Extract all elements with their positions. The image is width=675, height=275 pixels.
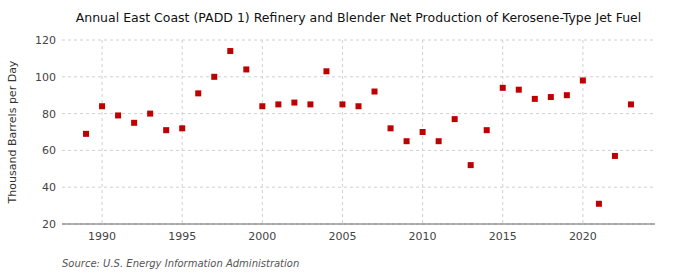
x-grid-line [262,40,263,224]
y-grid-line [62,76,655,77]
y-tick-label: 100 [35,71,56,84]
point [548,94,554,100]
x-tick-label: 1990 [88,230,116,243]
y-tick-label: 20 [42,218,56,231]
x-tick-label: 2020 [569,230,597,243]
x-tick-label: 2010 [409,230,437,243]
point [564,92,570,98]
point [83,131,89,137]
point [163,127,169,133]
y-tick-label: 60 [42,144,56,157]
point [532,96,538,102]
point [372,89,378,95]
point [612,153,618,159]
point [404,138,410,144]
axes: 20 40 60 80 100 120 1990 1995 2000 2005 2010 2015 20… [35,34,655,243]
y-grid-line [62,150,655,151]
x-tick-label: 2005 [328,230,356,243]
source-annotation: Source: U.S. Energy Information Administ… [62,258,299,269]
title: Annual East Coast (PADD 1) Refinery and … [76,10,642,25]
point [259,103,265,109]
point [516,87,522,93]
point [388,125,394,131]
x-grid-line [182,40,183,224]
y-tick-label: 120 [35,34,56,47]
y-axis-label: Thousand Barrels per Day [6,60,19,204]
point [500,85,506,91]
x-tick-label: 2000 [248,230,276,243]
y-grid-line [62,40,655,41]
point [291,100,297,106]
x-axis-line [62,224,655,225]
point [323,68,329,74]
y-grid-line [62,224,655,225]
x-grid-line [582,40,583,224]
grid [62,40,655,224]
point [307,101,313,107]
y-grid-line [62,187,655,188]
point [243,66,249,72]
point [179,125,185,131]
point [452,116,458,122]
x-grid-line [502,40,503,224]
point [131,120,137,126]
point [628,101,634,107]
point [436,138,442,144]
point [195,90,201,96]
point [227,48,233,54]
x-grid-line [342,40,343,224]
point [147,111,153,117]
chart: 20 40 60 80 100 120 1990 1995 2000 2005 2010 2015 20… [0,0,675,275]
point [580,77,586,83]
point [596,201,602,207]
point [275,101,281,107]
point [484,127,490,133]
point [468,162,474,168]
point [339,101,345,107]
y-tick-label: 80 [42,108,56,121]
point [420,129,426,135]
point [99,103,105,109]
point [211,74,217,80]
point [115,112,121,118]
points [83,48,634,207]
x-tick-label: 2015 [489,230,517,243]
x-grid-line [102,40,103,224]
x-tick-label: 1995 [168,230,196,243]
y-tick-label: 40 [42,181,56,194]
point [356,103,362,109]
